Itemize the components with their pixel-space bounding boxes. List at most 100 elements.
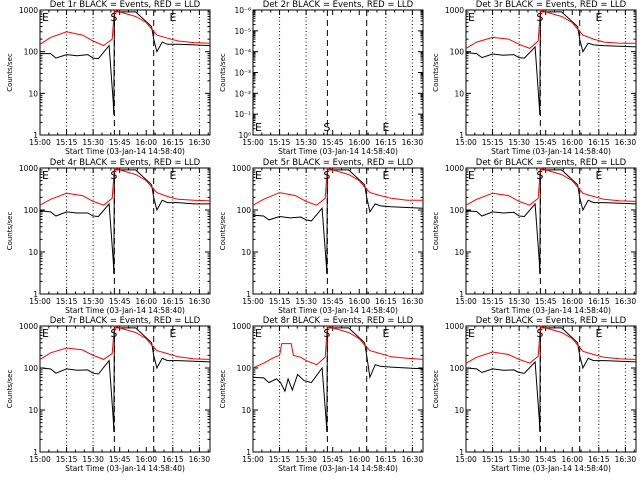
x-axis-label: Start Time (03-Jan-14 14:58:40) — [65, 147, 185, 156]
y-tick-label: 100 — [237, 206, 252, 215]
series-line-lld — [465, 9, 636, 49]
x-tick-label: 15:45 — [322, 138, 344, 147]
x-tick-label: 15:00 — [455, 297, 477, 306]
plot-frame — [39, 325, 211, 453]
event-marker-e: E — [596, 169, 603, 182]
x-tick-label: 16:15 — [588, 455, 610, 464]
panel-title: Det 8r BLACK = Events, RED = LLD — [263, 316, 414, 326]
x-tick-label: 16:15 — [588, 138, 610, 147]
x-tick-label: 16:30 — [615, 297, 637, 306]
panel-title: Det 9r BLACK = Events, RED = LLD — [476, 316, 627, 326]
x-tick-label: 16:30 — [189, 297, 211, 306]
x-tick-label: 15:30 — [295, 297, 317, 306]
x-tick-label: 15:00 — [455, 138, 477, 147]
panel-det-1r: Det 1r BLACK = Events, RED = LLD 1000 100 1… — [6, 0, 211, 156]
x-tick-label: 16:15 — [375, 138, 397, 147]
y-tick-label: 10 — [454, 89, 464, 98]
y-tick-label: 100 — [24, 48, 39, 57]
x-axis-label: Start Time (03-Jan-14 14:58:40) — [65, 306, 185, 315]
series-line-events — [465, 169, 637, 275]
panel-det-6r: Det 6r BLACK = Events, RED = LLD 1000 100 1… — [432, 158, 637, 315]
panel-title: Det 6r BLACK = Events, RED = LLD — [476, 158, 627, 168]
x-axis-label: Start Time (03-Jan-14 14:58:40) — [278, 147, 398, 156]
event-marker-e: E — [596, 11, 603, 24]
event-marker-s: S — [323, 327, 330, 340]
series-line-lld — [39, 9, 211, 47]
panel-det-5r: Det 5r BLACK = Events, RED = LLD 1000 100 1… — [219, 158, 424, 315]
x-tick-label: 15:45 — [535, 297, 557, 306]
x-tick-label: 15:30 — [295, 455, 317, 464]
series-line-events — [40, 11, 211, 116]
x-tick-label: 15:30 — [508, 138, 530, 147]
plot-frame — [252, 9, 424, 136]
y-tick-label: 100 — [450, 48, 465, 57]
x-axis-label: Start Time (03-Jan-14 14:58:40) — [491, 306, 611, 315]
y-tick-label: 100 — [450, 206, 465, 215]
y-tick-label: 10⁰ — [238, 131, 251, 140]
x-tick-label: 16:00 — [561, 455, 583, 464]
y-tick-label: 1000 — [19, 6, 38, 15]
x-axis-label: Start Time (03-Jan-14 14:58:40) — [278, 464, 398, 473]
panel-title: Det 3r BLACK = Events, RED = LLD — [476, 0, 627, 10]
x-tick-label: 15:00 — [29, 138, 51, 147]
y-tick-label: 100 — [450, 364, 465, 373]
event-marker-e: E — [255, 121, 262, 134]
x-tick-label: 16:15 — [375, 455, 397, 464]
x-tick-label: 16:30 — [402, 297, 424, 306]
panel-title: Det 2r BLACK = Events, RED = LLD — [263, 0, 414, 10]
event-marker-e: E — [468, 169, 475, 182]
x-tick-label: 16:30 — [402, 138, 424, 147]
panel-det-3r: Det 3r BLACK = Events, RED = LLD 1000 100 1… — [432, 0, 637, 156]
y-tick-label: 10⁻³ — [234, 69, 251, 78]
event-marker-e: E — [468, 11, 475, 24]
event-marker-s: S — [110, 327, 117, 340]
x-tick-label: 15:15 — [56, 138, 78, 147]
x-tick-label: 15:45 — [535, 138, 557, 147]
panel-title: Det 4r BLACK = Events, RED = LLD — [50, 158, 201, 168]
x-tick-label: 15:30 — [508, 297, 530, 306]
y-tick-label: 1000 — [445, 164, 464, 173]
series-line-events — [39, 169, 210, 275]
event-marker-e: E — [255, 327, 262, 340]
panel-title: Det 1r BLACK = Events, RED = LLD — [50, 0, 201, 10]
event-marker-e: E — [596, 327, 603, 340]
y-tick-label: 1000 — [232, 322, 251, 331]
x-tick-label: 15:15 — [56, 455, 78, 464]
panel-title: Det 7r BLACK = Events, RED = LLD — [50, 316, 201, 326]
event-marker-s: S — [536, 11, 543, 24]
x-tick-label: 16:00 — [348, 455, 370, 464]
y-tick-label: 1000 — [232, 164, 251, 173]
plot-frame — [465, 325, 637, 453]
y-tick-label: 1 — [33, 131, 38, 140]
x-tick-label: 15:00 — [242, 297, 264, 306]
x-tick-label: 15:45 — [535, 455, 557, 464]
y-tick-label: 1000 — [19, 164, 38, 173]
x-tick-label: 15:15 — [56, 297, 78, 306]
panel-title: Det 5r BLACK = Events, RED = LLD — [263, 158, 414, 168]
x-tick-label: 15:15 — [482, 455, 504, 464]
panel-det-8r: Det 8r BLACK = Events, RED = LLD 1000 100 1… — [219, 316, 424, 473]
x-tick-label: 15:15 — [269, 138, 291, 147]
y-tick-label: 1 — [459, 131, 464, 140]
series-line-lld — [252, 167, 423, 206]
y-tick-label: 10 — [241, 248, 251, 257]
x-tick-label: 16:00 — [561, 138, 583, 147]
y-tick-label: 10 — [28, 406, 38, 415]
x-tick-label: 15:15 — [482, 297, 504, 306]
event-marker-e: E — [383, 121, 390, 134]
y-tick-label: 10 — [241, 406, 251, 415]
event-marker-e: E — [42, 11, 49, 24]
series-line-lld — [252, 325, 424, 369]
y-tick-label: 1 — [33, 290, 38, 299]
y-axis-label: Counts/sec — [6, 53, 14, 92]
panel-det-2r: Det 2r BLACK = Events, RED = LLD 10⁻⁶ 10⁻⁵… — [219, 0, 424, 156]
y-tick-label: 1000 — [445, 322, 464, 331]
plot-frame — [252, 167, 424, 295]
event-marker-e: E — [170, 11, 177, 24]
x-tick-label: 16:15 — [375, 297, 397, 306]
y-tick-label: 10 — [28, 248, 38, 257]
event-marker-s: S — [536, 169, 543, 182]
series-line-lld — [465, 325, 637, 364]
series-line-lld — [39, 167, 211, 206]
event-marker-s: S — [323, 169, 330, 182]
